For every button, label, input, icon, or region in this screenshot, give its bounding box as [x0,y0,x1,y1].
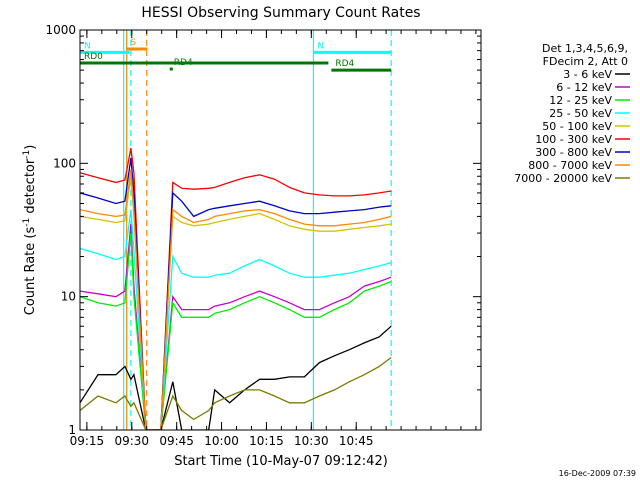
series-line [80,157,392,430]
x-tick-label: 09:15 [70,434,105,448]
flag-label: S [130,38,136,48]
series-line [80,169,392,430]
y-tick-label: 100 [53,156,76,170]
x-tick-label: 10:45 [339,434,374,448]
series-line [80,224,392,430]
legend-header: FDecim 2, Att 0 [543,55,628,68]
legend-label: 50 - 100 keV [542,120,612,133]
legend-label: 12 - 25 keV [549,94,612,107]
y-tick-label: 1 [68,423,76,437]
flag-label: RD4 [335,59,354,69]
chart-title: HESSI Observing Summary Count Rates [141,5,420,21]
y-axis-label: Count Rate (s-1 detector-1) [22,145,38,316]
legend-label: 800 - 7000 keV [528,159,612,172]
legend-label: 6 - 12 keV [556,81,612,94]
legend-label: 3 - 6 keV [563,68,612,81]
legend: Det 1,3,4,5,6,9,FDecim 2, Att 03 - 6 keV… [514,42,630,185]
x-tick-label: 09:30 [114,434,149,448]
plot-frame [79,29,482,431]
series-line [80,147,392,430]
series-line [80,209,392,430]
x-tick-label: 10:15 [249,434,284,448]
series-line [80,233,392,430]
x-axis-label: Start Time (10-May-07 09:12:42) [174,454,388,469]
footer-date: 16-Dec-2009 07:39 [559,469,636,478]
series-line [80,356,392,430]
y-tick-label: 10 [61,290,76,304]
flag-label: RD4 [174,58,193,68]
legend-label: 25 - 50 keV [549,107,612,120]
legend-header: Det 1,3,4,5,6,9, [542,42,628,55]
x-tick-label: 09:45 [159,434,194,448]
y-tick-label: 1000 [45,23,76,37]
legend-label: 100 - 300 keV [535,133,612,146]
x-tick-label: 10:30 [294,434,329,448]
flag-label: N [317,41,324,51]
x-tick-label: 10:00 [204,434,239,448]
flag-label: RD0 [84,52,103,62]
legend-label: 7000 - 20000 keV [514,172,612,185]
series-line [80,325,392,430]
flag-label: N [84,41,91,51]
legend-label: 300 - 800 keV [535,146,612,159]
